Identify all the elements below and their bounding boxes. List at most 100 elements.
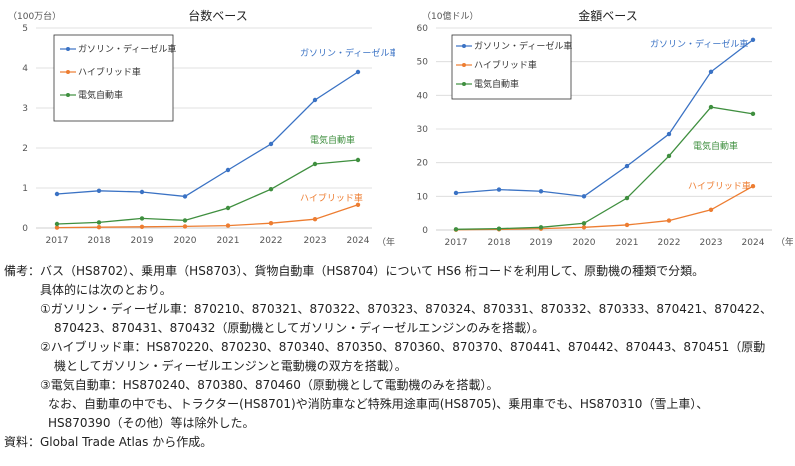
units-y-tick-label: 0 [22, 224, 28, 234]
units-annotation-gasoline: ガソリン・ディーゼル車 [300, 47, 395, 59]
notes-line-8: なお、自動車の中でも、トラクター(HS8701)や消防車など特殊用途車両(HS8… [48, 397, 709, 411]
units-chart-title: 台数ベース [188, 8, 247, 23]
units-x-tick-label: 2019 [131, 236, 154, 246]
value-data-point-ev [453, 227, 459, 232]
units-data-point-gasoline [225, 167, 231, 173]
value-data-point-ev [666, 153, 672, 159]
value-y-tick-label: 10 [417, 192, 429, 202]
units-data-point-hybrid [54, 225, 60, 230]
units-legend-gasoline: ガソリン・ディーゼル車 [78, 43, 176, 55]
value-data-point-gasoline [666, 131, 672, 137]
value-y-tick-label: 60 [417, 24, 429, 34]
value-chart-title: 金額ベース [578, 8, 637, 23]
notes-line-10: 資料：Global Trade Atlas から作成。 [4, 435, 213, 449]
units-x-tick-label: 2022 [260, 236, 283, 246]
units-data-point-gasoline [96, 188, 102, 193]
notes-line-5: ②ハイブリッド車：HS870220、870230、870340、870350、8… [40, 340, 766, 354]
value-y-unit-label: （10億ドル） [422, 10, 478, 22]
value-data-point-gasoline [453, 190, 459, 196]
units-x-tick-label: 2024 [347, 236, 370, 246]
value-y-tick-label: 40 [417, 91, 429, 101]
units-y-tick-label: 5 [22, 24, 28, 34]
value-x-tick-label: 2017 [445, 238, 468, 248]
units-data-point-ev [225, 205, 231, 211]
units-data-point-hybrid [225, 223, 231, 228]
units-data-point-gasoline [182, 194, 188, 199]
units-legend-hybrid: ハイブリッド車 [78, 66, 141, 78]
value-series-line-ev [455, 106, 754, 230]
units-data-point-ev [182, 218, 188, 223]
units-data-point-gasoline [268, 141, 274, 147]
units-data-point-gasoline [139, 189, 145, 195]
units-annotation-hybrid: ハイブリッド車 [300, 192, 363, 204]
units-data-point-ev [355, 157, 361, 163]
units-y-tick-label: 4 [22, 64, 28, 74]
value-x-tick-label: 2023 [700, 238, 723, 248]
value-legend-gasoline: ガソリン・ディーゼル車 [474, 40, 572, 52]
units-annotation-ev: 電気自動車 [310, 134, 355, 146]
units-data-point-hybrid [139, 224, 145, 229]
value-data-point-hybrid [666, 218, 672, 223]
notes-line-2: 具体的には次のとおり。 [40, 283, 172, 297]
value-data-point-gasoline [581, 194, 587, 199]
value-data-point-hybrid [624, 222, 630, 228]
value-x-tick-label: 2020 [573, 238, 596, 248]
value-chart: 金額ベース （10億ドル） （年） ガソリン・ディーゼル車 ハイブリッド車 電気… [417, 8, 793, 248]
units-x-tick-label: 2018 [88, 236, 111, 246]
value-data-point-ev [496, 226, 502, 231]
units-data-point-hybrid [268, 221, 274, 226]
units-y-tick-label: 2 [22, 144, 28, 154]
value-data-point-gasoline [708, 69, 714, 74]
units-data-point-ev [139, 216, 145, 221]
notes-line-4: 870423、870431、870432（原動機としてガソリン・ディーゼルエンジ… [54, 321, 545, 335]
units-data-point-hybrid [182, 224, 188, 229]
value-data-point-hybrid [708, 207, 714, 212]
units-data-point-ev [54, 221, 60, 227]
value-data-point-hybrid [750, 184, 756, 189]
units-series-line-gasoline [56, 71, 359, 198]
value-x-tick-label: 2018 [488, 238, 511, 248]
notes-line-6: 機としてガソリン・ディーゼルエンジンと電動機の双方を搭載）。 [54, 359, 407, 373]
value-x-tick-label: 2024 [742, 238, 765, 248]
value-x-tick-label: 2022 [658, 238, 681, 248]
value-legend: ガソリン・ディーゼル車 ハイブリッド車 電気自動車 [451, 34, 572, 100]
units-legend: ガソリン・ディーゼル車 ハイブリッド車 電気自動車 [53, 34, 176, 122]
value-data-point-ev [708, 104, 714, 110]
units-y-unit-label: （100万台） [8, 10, 61, 22]
value-x-unit-label: （年） [776, 236, 793, 248]
value-y-tick-label: 0 [422, 226, 428, 236]
value-data-point-ev [750, 111, 756, 117]
units-y-tick-label: 3 [22, 104, 28, 114]
value-annotation-hybrid: ハイブリッド車 [688, 180, 751, 192]
value-data-point-ev [581, 221, 587, 226]
units-x-tick-label: 2017 [46, 236, 69, 246]
units-legend-ev: 電気自動車 [78, 89, 123, 101]
value-series-line-gasoline [455, 39, 754, 198]
units-series-line-hybrid [56, 204, 359, 229]
units-data-point-hybrid [312, 217, 318, 222]
value-data-point-gasoline [750, 37, 756, 42]
value-y-tick-label: 20 [417, 159, 429, 169]
notes-line-7: ③電気自動車：HS870240、870380、870460（原動機として電動機の… [40, 378, 499, 392]
units-data-point-hybrid [96, 225, 102, 230]
units-series-line-ev [56, 159, 359, 225]
value-y-tick-label: 50 [417, 58, 429, 68]
value-data-point-ev [538, 225, 544, 230]
value-annotation-ev: 電気自動車 [693, 140, 738, 152]
units-data-point-gasoline [312, 97, 318, 103]
units-data-point-gasoline [355, 69, 361, 75]
value-data-point-gasoline [538, 189, 544, 194]
value-data-point-hybrid [581, 225, 587, 230]
units-data-point-gasoline [54, 191, 60, 197]
value-data-point-gasoline [496, 187, 502, 192]
value-data-point-ev [624, 195, 630, 201]
value-annotation-gasoline: ガソリン・ディーゼル車 [650, 38, 748, 50]
units-x-tick-label: 2023 [304, 236, 327, 246]
notes-line-3: ①ガソリン・ディーゼル車：870210、870321、870322、870323… [40, 302, 773, 316]
value-x-tick-label: 2021 [616, 238, 639, 248]
value-y-tick-label: 30 [417, 125, 429, 135]
units-data-point-ev [312, 161, 318, 167]
units-chart: 台数ベース （100万台） （年） ガソリン・ディーゼル車 ハイブリッド車 電気… [8, 8, 395, 248]
units-y-tick-label: 1 [22, 184, 28, 194]
units-data-point-ev [268, 187, 274, 192]
